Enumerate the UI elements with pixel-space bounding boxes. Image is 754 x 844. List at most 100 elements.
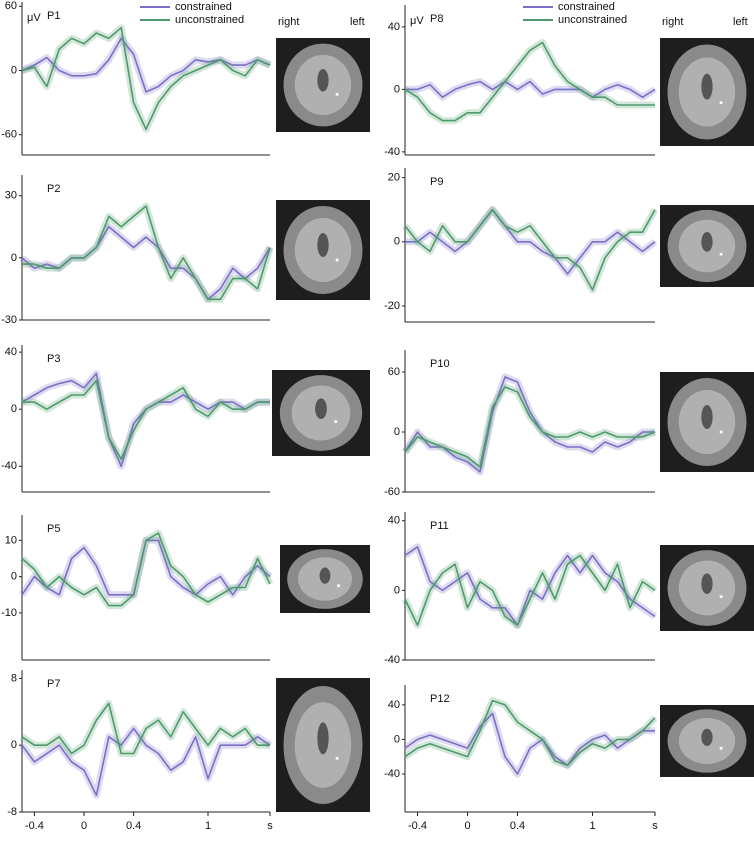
- y-tick-label: 0: [394, 426, 400, 438]
- y-tick-label: 10: [5, 534, 17, 546]
- y-tick-label: -40: [384, 768, 400, 780]
- electrode: [335, 258, 339, 262]
- trace: [21, 226, 271, 301]
- brain-side-label: left: [350, 16, 365, 28]
- brain-image: [317, 69, 329, 92]
- error-band: [402, 383, 657, 471]
- panel-title: P5: [47, 523, 60, 535]
- trace: [21, 37, 271, 93]
- x-tick-label: 0.4: [510, 820, 525, 832]
- panel-title: P10: [430, 358, 450, 370]
- trace: [404, 208, 656, 291]
- y-tick-label: -20: [384, 300, 400, 312]
- panel-title: P9: [430, 176, 443, 188]
- y-tick-label: 0: [394, 584, 400, 596]
- y-tick-label: -10: [1, 607, 17, 619]
- y-tick-label: -30: [1, 314, 17, 326]
- x-tick-label: s: [652, 820, 658, 832]
- panel-title: P2: [47, 183, 60, 195]
- brain-image: [701, 232, 713, 252]
- brain-image: [701, 728, 713, 747]
- y-tick-label: 60: [5, 0, 17, 12]
- trace: [21, 372, 270, 468]
- brain-image: [701, 73, 713, 100]
- trace: [22, 205, 271, 301]
- electrode: [719, 101, 723, 105]
- brain-image: [701, 573, 713, 595]
- y-tick-label: 40: [388, 699, 400, 711]
- panel-title: P11: [430, 520, 449, 532]
- brain-image: [317, 233, 329, 257]
- electrode: [335, 92, 339, 96]
- trace: [22, 379, 270, 460]
- brain-image: [701, 405, 713, 429]
- error-band: [402, 373, 655, 476]
- electrode: [719, 430, 723, 434]
- trace: [21, 702, 270, 755]
- x-tick-label: 0: [81, 820, 87, 832]
- trace: [404, 546, 656, 626]
- electrode: [335, 756, 339, 760]
- legend-label: constrained: [175, 1, 232, 13]
- error-band: [403, 543, 657, 629]
- electrode: [337, 584, 340, 588]
- x-tick-label: 0.4: [126, 820, 141, 832]
- brain-side-label: right: [278, 16, 299, 28]
- y-tick-label: -40: [384, 654, 400, 666]
- brain-image: [315, 398, 327, 420]
- panel-title: P1: [47, 10, 60, 22]
- y-tick-label: -40: [1, 460, 17, 472]
- y-tick-label: 20: [388, 172, 400, 184]
- panel-title: P8: [430, 13, 443, 25]
- x-tick-label: -0.4: [25, 820, 44, 832]
- x-tick-label: 1: [589, 820, 595, 832]
- trace: [404, 712, 655, 775]
- trace: [21, 532, 271, 607]
- y-tick-label: 0: [394, 733, 400, 745]
- panel-title: P3: [47, 353, 60, 365]
- legend-label: unconstrained: [175, 14, 244, 26]
- x-tick-label: 0: [464, 820, 470, 832]
- y-tick-label: 60: [388, 366, 400, 378]
- trace: [21, 727, 271, 797]
- trace: [404, 554, 656, 626]
- electrode: [719, 746, 723, 750]
- y-tick-label: 40: [388, 515, 400, 527]
- y-tick-label: -60: [1, 129, 17, 141]
- y-tick-label: 8: [11, 672, 17, 684]
- y-tick-label: 0: [394, 83, 400, 95]
- trace: [404, 699, 656, 767]
- x-tick-label: -0.4: [408, 820, 427, 832]
- electrode: [719, 595, 723, 599]
- trace: [404, 386, 656, 468]
- y-tick-label: 0: [11, 403, 17, 415]
- y-tick-label: -60: [384, 486, 400, 498]
- trace: [404, 41, 655, 122]
- y-tick-label: 40: [5, 346, 17, 358]
- y-tick-label: -8: [7, 806, 17, 818]
- brain-image: [319, 567, 331, 584]
- electrode: [719, 252, 723, 256]
- panel-title: P12: [430, 693, 450, 705]
- y-unit: μV: [410, 15, 424, 27]
- error-band: [402, 206, 659, 294]
- x-tick-label: s: [267, 820, 273, 832]
- y-tick-label: -40: [384, 146, 400, 158]
- error-band: [22, 202, 274, 303]
- panel-title: P7: [47, 678, 60, 690]
- brain-image: [317, 722, 329, 755]
- trace: [21, 26, 271, 131]
- y-tick-label: 30: [5, 190, 17, 202]
- y-tick-label: 0: [11, 64, 17, 76]
- y-tick-label: 0: [11, 739, 17, 751]
- trace: [405, 80, 656, 98]
- legend-label: constrained: [558, 1, 615, 13]
- error-band: [22, 377, 270, 463]
- trace: [405, 208, 656, 275]
- brain-side-label: left: [733, 16, 748, 28]
- error-band: [20, 370, 270, 470]
- error-band: [21, 24, 272, 133]
- x-tick-label: 1: [205, 820, 211, 832]
- legend-label: unconstrained: [558, 14, 627, 26]
